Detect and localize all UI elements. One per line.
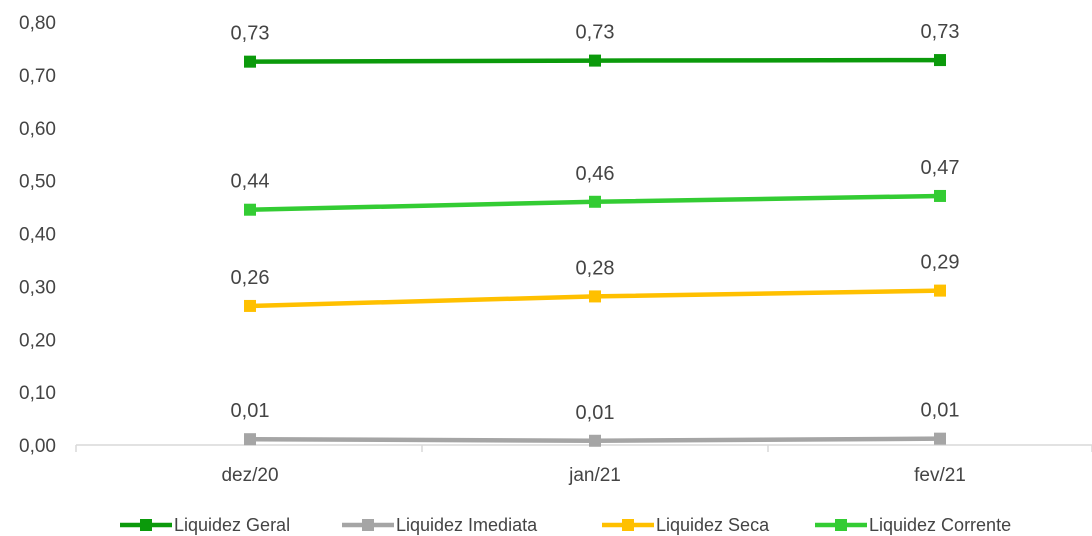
- legend-item-label: Liquidez Geral: [174, 515, 290, 535]
- y-tick-label: 0,20: [19, 330, 56, 351]
- data-label: 0,47: [921, 157, 960, 179]
- data-point-marker: [934, 189, 946, 202]
- data-label: 0,73: [921, 21, 960, 43]
- legend-marker: [140, 519, 152, 531]
- data-point-marker: [244, 433, 256, 446]
- x-tick-label: jan/21: [568, 465, 621, 486]
- data-label: 0,44: [231, 171, 270, 193]
- axes: 0,00 0,10 0,20 0,30 0,40 0,50 0,60 0,70 0,80 dez/…: [19, 13, 1092, 486]
- data-label: 0,73: [231, 23, 270, 45]
- legend-marker: [622, 519, 634, 531]
- data-point-marker: [244, 55, 256, 68]
- data-label: 0,73: [576, 22, 615, 44]
- legend-marker: [835, 519, 847, 531]
- y-tick-label: 0,60: [19, 119, 56, 140]
- series-group: [244, 54, 946, 447]
- data-label: 0,46: [576, 163, 615, 185]
- x-tick-label: fev/21: [914, 465, 966, 486]
- data-label: 0,01: [576, 402, 615, 424]
- data-point-marker: [244, 203, 256, 216]
- y-tick-label: 0,40: [19, 225, 56, 246]
- data-label: 0,29: [921, 252, 960, 274]
- y-tick-label: 0,50: [19, 172, 56, 193]
- data-point-marker: [589, 290, 601, 303]
- legend-item-label: Liquidez Imediata: [396, 515, 538, 535]
- data-label: 0,01: [921, 400, 960, 422]
- legend-marker: [362, 519, 374, 531]
- legend-item-label: Liquidez Seca: [656, 515, 770, 535]
- data-point-marker: [244, 299, 256, 312]
- data-point-marker: [934, 284, 946, 297]
- x-tick-label: dez/20: [221, 465, 278, 486]
- y-tick-label: 0,10: [19, 383, 56, 404]
- legend: Liquidez Geral Liquidez Imediata Liquidez …: [120, 515, 1011, 535]
- data-point-marker: [589, 195, 601, 208]
- data-labels: 0,73 0,73 0,73 0,01 0,01 0,01 0,26 0,28 0,29 0,44…: [231, 21, 960, 424]
- y-tick-label: 0,80: [19, 13, 56, 34]
- y-tick-label: 0,30: [19, 277, 56, 298]
- data-point-marker: [589, 54, 601, 67]
- data-label: 0,26: [231, 267, 270, 289]
- y-tick-label: 0,00: [19, 436, 56, 457]
- legend-item-label: Liquidez Corrente: [869, 515, 1011, 535]
- data-label: 0,01: [231, 400, 270, 422]
- data-point-marker: [589, 434, 601, 447]
- data-label: 0,28: [576, 257, 615, 279]
- data-point-marker: [934, 432, 946, 445]
- data-point-marker: [934, 54, 946, 67]
- y-tick-label: 0,70: [19, 66, 56, 87]
